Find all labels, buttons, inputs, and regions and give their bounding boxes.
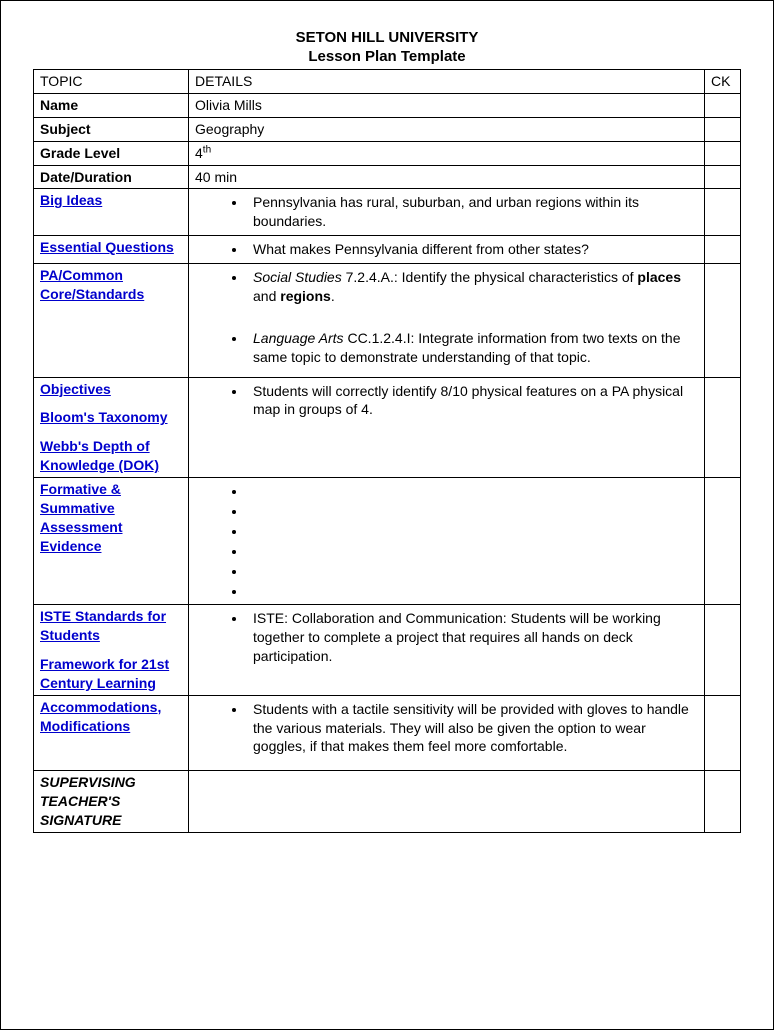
col-topic-header: TOPIC	[34, 70, 189, 94]
row-assessment: Formative & Summative Assessment Evidenc…	[34, 478, 741, 605]
standards-1-mid: and	[253, 288, 280, 304]
row-grade: Grade Level 4th	[34, 141, 741, 165]
label-name: Name	[34, 93, 189, 117]
standards-1-tail: .	[331, 288, 335, 304]
row-subject: Subject Geography	[34, 117, 741, 141]
value-standards: Social Studies 7.2.4.A.: Identify the ph…	[189, 264, 705, 377]
label-iste: ISTE Standards for Students Framework fo…	[34, 605, 189, 696]
label-assessment: Formative & Summative Assessment Evidenc…	[34, 478, 189, 605]
label-standards: PA/Common Core/Standards	[34, 264, 189, 377]
big-ideas-list: Pennsylvania has rural, suburban, and ur…	[195, 193, 698, 231]
link-framework[interactable]: Framework for 21st Century Learning	[40, 656, 169, 691]
ck-grade	[705, 141, 741, 165]
value-big-ideas: Pennsylvania has rural, suburban, and ur…	[189, 189, 705, 236]
row-big-ideas: Big Ideas Pennsylvania has rural, suburb…	[34, 189, 741, 236]
standards-1-lead: Social Studies	[253, 269, 342, 285]
link-accommodations[interactable]: Accommodations, Modifications	[40, 699, 161, 734]
value-date: 40 min	[189, 165, 705, 189]
value-grade: 4th	[189, 141, 705, 165]
ck-iste	[705, 605, 741, 696]
ck-assessment	[705, 478, 741, 605]
assessment-empty-item	[247, 522, 698, 540]
assessment-empty-item	[247, 562, 698, 580]
document-header: SETON HILL UNIVERSITY Lesson Plan Templa…	[33, 29, 741, 65]
value-subject: Geography	[189, 117, 705, 141]
label-objectives: Objectives Bloom's Taxonomy Webb's Depth…	[34, 377, 189, 478]
row-signature: SUPERVISING TEACHER'S SIGNATURE	[34, 771, 741, 833]
label-big-ideas: Big Ideas	[34, 189, 189, 236]
col-details-header: DETAILS	[189, 70, 705, 94]
label-essential: Essential Questions	[34, 236, 189, 264]
accommodations-list: Students with a tactile sensitivity will…	[195, 700, 698, 757]
objectives-item: Students will correctly identify 8/10 ph…	[247, 382, 698, 420]
row-objectives: Objectives Bloom's Taxonomy Webb's Depth…	[34, 377, 741, 478]
ck-accommodations	[705, 695, 741, 771]
objectives-list: Students will correctly identify 8/10 ph…	[195, 382, 698, 420]
grade-suffix: th	[203, 144, 211, 155]
ck-signature	[705, 771, 741, 833]
standards-list-2: Language Arts CC.1.2.4.I: Integrate info…	[195, 329, 698, 367]
link-assessment[interactable]: Formative & Summative Assessment Evidenc…	[40, 481, 123, 554]
value-iste: ISTE: Collaboration and Communication: S…	[189, 605, 705, 696]
standards-item-2: Language Arts CC.1.2.4.I: Integrate info…	[247, 329, 698, 367]
standards-2-lead: Language Arts	[253, 330, 344, 346]
value-objectives: Students will correctly identify 8/10 ph…	[189, 377, 705, 478]
ck-subject	[705, 117, 741, 141]
value-assessment	[189, 478, 705, 605]
iste-list: ISTE: Collaboration and Communication: S…	[195, 609, 698, 666]
ck-essential	[705, 236, 741, 264]
standards-list: Social Studies 7.2.4.A.: Identify the ph…	[195, 268, 698, 306]
grade-number: 4	[195, 145, 203, 161]
label-date: Date/Duration	[34, 165, 189, 189]
row-essential: Essential Questions What makes Pennsylva…	[34, 236, 741, 264]
ck-big-ideas	[705, 189, 741, 236]
link-dok[interactable]: Webb's Depth of Knowledge (DOK)	[40, 438, 159, 473]
assessment-empty-list	[195, 482, 698, 600]
essential-list: What makes Pennsylvania different from o…	[195, 240, 698, 259]
link-bloom[interactable]: Bloom's Taxonomy	[40, 409, 168, 425]
assessment-empty-item	[247, 582, 698, 600]
header-line-1: SETON HILL UNIVERSITY	[33, 29, 741, 46]
label-subject: Subject	[34, 117, 189, 141]
row-accommodations: Accommodations, Modifications Students w…	[34, 695, 741, 771]
value-accommodations: Students with a tactile sensitivity will…	[189, 695, 705, 771]
link-big-ideas[interactable]: Big Ideas	[40, 192, 102, 208]
header-line-2: Lesson Plan Template	[33, 48, 741, 65]
big-ideas-item: Pennsylvania has rural, suburban, and ur…	[247, 193, 698, 231]
standards-1-bold2: regions	[280, 288, 331, 304]
document-page: SETON HILL UNIVERSITY Lesson Plan Templa…	[0, 0, 774, 1030]
label-grade: Grade Level	[34, 141, 189, 165]
ck-objectives	[705, 377, 741, 478]
link-objectives[interactable]: Objectives	[40, 381, 111, 397]
value-essential: What makes Pennsylvania different from o…	[189, 236, 705, 264]
essential-item: What makes Pennsylvania different from o…	[247, 240, 698, 259]
value-signature	[189, 771, 705, 833]
standards-1-bold1: places	[637, 269, 681, 285]
link-essential[interactable]: Essential Questions	[40, 239, 174, 255]
row-iste: ISTE Standards for Students Framework fo…	[34, 605, 741, 696]
table-header-row: TOPIC DETAILS CK	[34, 70, 741, 94]
standards-1-before: 7.2.4.A.: Identify the physical characte…	[342, 269, 638, 285]
link-iste[interactable]: ISTE Standards for Students	[40, 608, 166, 643]
lesson-plan-table: TOPIC DETAILS CK Name Olivia Mills Subje…	[33, 69, 741, 833]
row-standards: PA/Common Core/Standards Social Studies …	[34, 264, 741, 377]
value-name: Olivia Mills	[189, 93, 705, 117]
row-date: Date/Duration 40 min	[34, 165, 741, 189]
accommodations-item: Students with a tactile sensitivity will…	[247, 700, 698, 757]
link-standards[interactable]: PA/Common Core/Standards	[40, 267, 144, 302]
assessment-empty-item	[247, 502, 698, 520]
ck-standards	[705, 264, 741, 377]
col-ck-header: CK	[705, 70, 741, 94]
assessment-empty-item	[247, 482, 698, 500]
standards-item-1: Social Studies 7.2.4.A.: Identify the ph…	[247, 268, 698, 306]
ck-name	[705, 93, 741, 117]
label-accommodations: Accommodations, Modifications	[34, 695, 189, 771]
label-signature: SUPERVISING TEACHER'S SIGNATURE	[34, 771, 189, 833]
row-name: Name Olivia Mills	[34, 93, 741, 117]
ck-date	[705, 165, 741, 189]
assessment-empty-item	[247, 542, 698, 560]
iste-item: ISTE: Collaboration and Communication: S…	[247, 609, 698, 666]
